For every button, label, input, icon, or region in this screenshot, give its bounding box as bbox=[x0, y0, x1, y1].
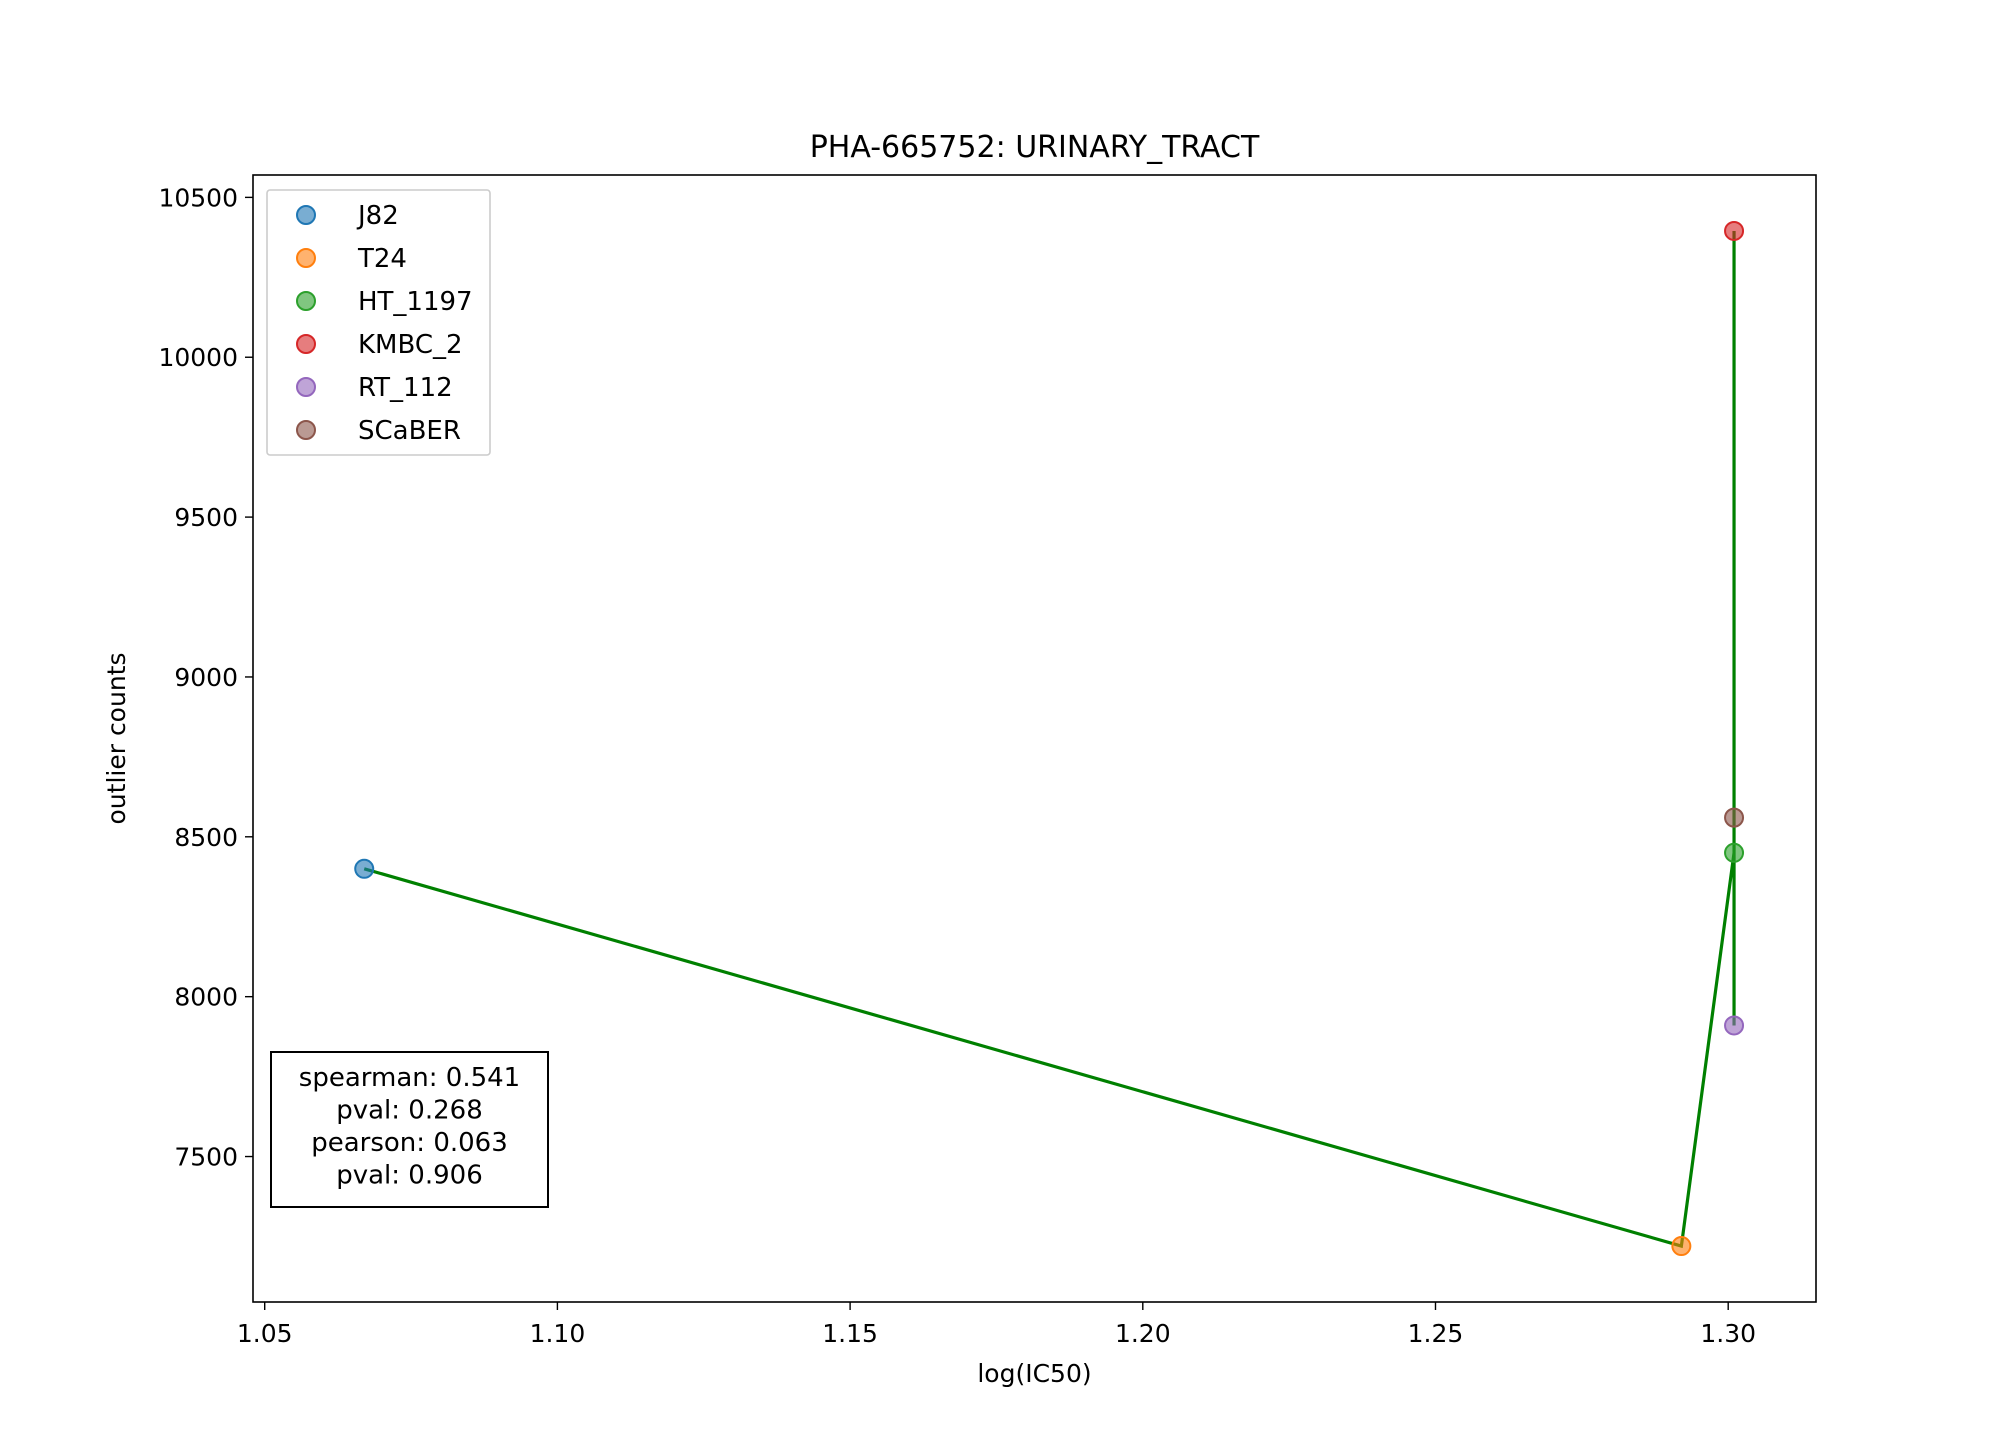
x-tick-label: 1.05 bbox=[237, 1319, 293, 1348]
legend-label-ht_1197: HT_1197 bbox=[358, 287, 473, 317]
point-kmbc_2 bbox=[1724, 220, 1745, 241]
y-tick-label: 8000 bbox=[174, 983, 238, 1012]
stats-line: pearson: 0.063 bbox=[311, 1128, 508, 1158]
y-tick-label: 9500 bbox=[174, 503, 238, 532]
point-t24 bbox=[1671, 1236, 1692, 1257]
connecting-line bbox=[363, 230, 1736, 1249]
legend: J82 T24 HT_1197 KMBC_2 RT_112 SCaBER bbox=[266, 189, 491, 456]
stats-line: pval: 0.268 bbox=[336, 1096, 483, 1126]
legend-label-rt_112: RT_112 bbox=[358, 373, 453, 403]
y-tick-label: 10000 bbox=[158, 343, 238, 372]
y-axis-label: outlier counts bbox=[102, 653, 131, 825]
legend-label-t24: T24 bbox=[357, 244, 407, 274]
x-axis-label: log(IC50) bbox=[977, 1359, 1091, 1388]
y-tick-label: 8500 bbox=[174, 823, 238, 852]
x-tick-label: 1.20 bbox=[1115, 1319, 1171, 1348]
x-tick-label: 1.10 bbox=[530, 1319, 586, 1348]
legend-marker-t24 bbox=[296, 248, 316, 268]
plot-area bbox=[354, 220, 1745, 1257]
y-tick-label: 10500 bbox=[158, 183, 238, 212]
stats-line: spearman: 0.541 bbox=[299, 1063, 520, 1093]
point-scaber bbox=[1724, 807, 1745, 828]
legend-marker-ht_1197 bbox=[296, 291, 316, 311]
x-tick-label: 1.30 bbox=[1700, 1319, 1756, 1348]
y-tick-label: 7500 bbox=[174, 1143, 238, 1172]
x-axis: 1.05 1.10 1.15 1.20 1.25 1.30 bbox=[237, 1302, 1756, 1348]
point-ht_1197 bbox=[1724, 842, 1745, 863]
legend-marker-kmbc_2 bbox=[296, 334, 316, 354]
legend-label-j82: J82 bbox=[356, 201, 399, 231]
chart-title: PHA-665752: URINARY_TRACT bbox=[810, 130, 1260, 165]
point-j82 bbox=[354, 858, 375, 879]
x-tick-label: 1.15 bbox=[822, 1319, 878, 1348]
x-tick-label: 1.25 bbox=[1408, 1319, 1464, 1348]
y-axis: 7500 8000 8500 9000 9500 10000 10500 bbox=[158, 183, 253, 1172]
plot-frame bbox=[252, 174, 1817, 1303]
legend-marker-scaber bbox=[296, 420, 316, 440]
stats-line: pval: 0.906 bbox=[336, 1161, 483, 1191]
stats-box-frame bbox=[270, 1051, 549, 1208]
y-tick-label: 9000 bbox=[174, 663, 238, 692]
legend-marker-rt_112 bbox=[296, 377, 316, 397]
legend-box bbox=[266, 189, 491, 456]
legend-marker-j82 bbox=[296, 205, 316, 225]
point-rt_112 bbox=[1724, 1015, 1745, 1036]
legend-label-kmbc_2: KMBC_2 bbox=[358, 330, 463, 360]
legend-label-scaber: SCaBER bbox=[358, 416, 461, 446]
